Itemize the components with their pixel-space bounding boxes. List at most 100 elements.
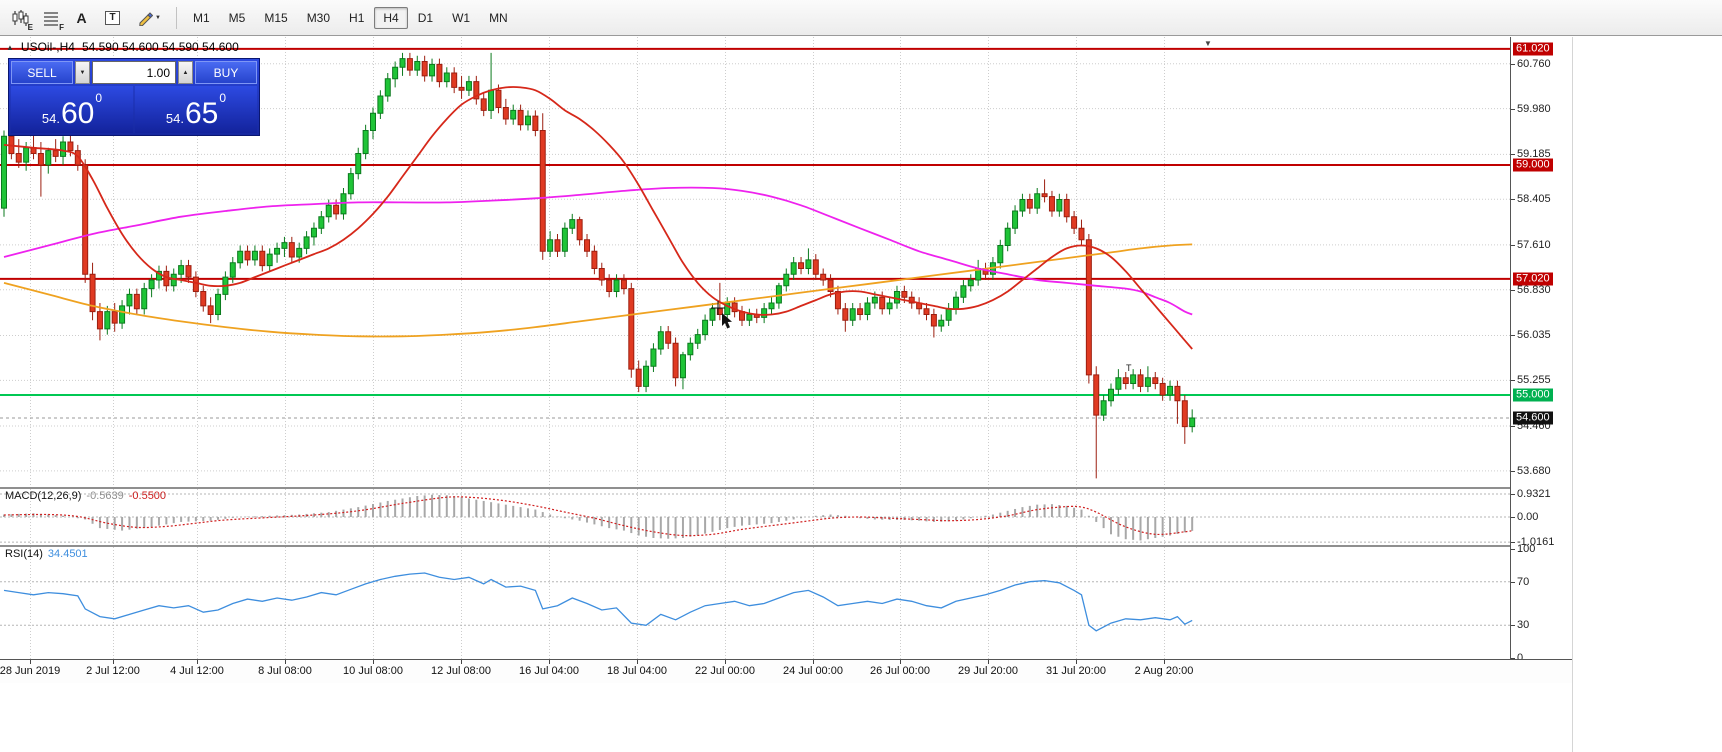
candle-body [310, 227, 317, 238]
macd-canvas[interactable] [0, 489, 1510, 545]
candle-body [679, 354, 686, 379]
candle-body [805, 259, 812, 269]
candle-body [421, 61, 428, 77]
sell-price-sup: 0 [95, 91, 103, 105]
lot-size-input[interactable] [92, 61, 176, 84]
sell-price-big: 60 [61, 97, 95, 130]
candle-body [539, 130, 546, 252]
time-axis[interactable]: 28 Jun 2019 2 Jul 12:00 4 Jul 12:00 8 Jul 0… [0, 659, 1572, 683]
time-axis-label: 18 Jul 04:00 [607, 665, 667, 677]
rsi-indicator-panel[interactable] [0, 547, 1510, 659]
price-axis-tick-label: 53.680 [1517, 464, 1551, 477]
candle-body [657, 331, 664, 350]
candle-body [1004, 227, 1011, 246]
mid-ma-magenta [3, 186, 1193, 316]
symbol-period-label: USOil-,H4 [20, 40, 75, 54]
time-tick-mark [637, 660, 638, 664]
candle-body [414, 61, 421, 71]
main-chart-canvas[interactable]: T [0, 37, 1510, 487]
font-tool-button[interactable]: A [67, 3, 96, 32]
candle-body [930, 314, 937, 327]
candle-body [488, 89, 495, 111]
candle-body [768, 302, 775, 310]
time-axis-label: 10 Jul 08:00 [343, 665, 403, 677]
macd-name: MACD(12,26,9) [5, 490, 82, 502]
candle-body [1019, 199, 1026, 212]
buy-price-panel[interactable]: 54. 65 0 [135, 86, 257, 133]
tick-chart-button[interactable]: F [36, 3, 65, 32]
lot-decrease-button[interactable]: ▼ [75, 61, 90, 84]
candle-body [465, 81, 472, 91]
time-tick-mark [725, 660, 726, 664]
candle-body [997, 245, 1004, 264]
chart-text-object[interactable]: T [1126, 363, 1132, 373]
candle-body [377, 95, 384, 114]
timeframe-button-w1[interactable]: W1 [452, 10, 471, 25]
main-price-chart[interactable]: T ▲ USOil-,H4 54.590 54.600 54.590 54.60… [0, 37, 1510, 487]
timeframe-button-mn[interactable]: MN [489, 10, 508, 25]
sell-button[interactable]: SELL [11, 61, 73, 84]
candle-body [709, 308, 716, 321]
candle-body [74, 150, 81, 166]
candle-body [1056, 199, 1063, 212]
candle-body [613, 279, 620, 292]
candle-body [1167, 385, 1174, 396]
timeframe-button-m1[interactable]: M1 [193, 10, 210, 25]
candle-body [370, 112, 376, 131]
candle-body [148, 279, 155, 290]
rsi-panel-divider[interactable] [0, 545, 1510, 547]
time-tick-mark [113, 660, 114, 664]
line-price-label: 61.020 [1513, 42, 1553, 56]
axis-tick-mark [1511, 470, 1515, 472]
candle-body [333, 204, 340, 215]
timeframe-button-h4[interactable]: H4 [374, 6, 408, 29]
time-tick-mark [549, 660, 550, 664]
candle-body [1093, 374, 1100, 416]
timeframe-button-m30[interactable]: M30 [306, 10, 331, 25]
candle-body [827, 279, 834, 292]
chart-shift-marker-icon[interactable]: ▼ [1204, 39, 1212, 48]
candle-body [392, 66, 399, 80]
time-axis-label: 12 Jul 08:00 [431, 665, 491, 677]
slow-ma-orange [3, 243, 1193, 338]
macd-panel-divider[interactable] [0, 487, 1510, 489]
rsi-canvas[interactable] [0, 547, 1510, 659]
candle-body [502, 107, 509, 120]
axis-tick-mark [1511, 625, 1515, 627]
candle-body [1085, 239, 1092, 376]
candle-body [185, 265, 192, 278]
chart-type-candles-button[interactable]: E [5, 3, 34, 32]
candle-body [1078, 227, 1085, 241]
timeframe-button-h1[interactable]: H1 [349, 10, 365, 25]
candle-body [694, 334, 701, 344]
candle-body [274, 247, 281, 255]
time-tick-mark [285, 660, 286, 664]
candle-body [820, 273, 827, 281]
candle-body [207, 305, 214, 315]
candle-body [15, 153, 22, 163]
candle-body [436, 63, 443, 83]
candle-body [923, 308, 930, 315]
candle-body [834, 291, 841, 310]
lot-increase-button[interactable]: ▲ [178, 61, 193, 84]
candle-body [244, 250, 251, 261]
drawing-tools-button[interactable]: ▼ [129, 3, 169, 32]
buy-button[interactable]: BUY [195, 61, 257, 84]
candle-body [775, 285, 782, 304]
timeframe-button-d1[interactable]: D1 [417, 10, 434, 25]
sell-price-panel[interactable]: 54. 60 0 [11, 86, 133, 133]
timeframe-button-m15[interactable]: M15 [264, 10, 288, 25]
text-label-tool-button[interactable]: T [98, 3, 127, 32]
one-click-collapse-icon[interactable]: ▲ [6, 42, 14, 52]
candle-body [200, 291, 207, 307]
axis-tick-mark [1511, 335, 1515, 337]
rsi-line [3, 572, 1193, 632]
candle-body [1130, 374, 1137, 384]
timeframe-button-m5[interactable]: M5 [228, 10, 246, 25]
candle-body [524, 115, 531, 126]
time-axis-label: 16 Jul 04:00 [519, 665, 579, 677]
price-axis[interactable]: 60.760 59.980 59.185 58.405 57.610 56.830 56.0… [1510, 37, 1572, 683]
candle-body [746, 314, 753, 321]
macd-indicator-panel[interactable] [0, 489, 1510, 545]
candle-body [812, 259, 819, 275]
